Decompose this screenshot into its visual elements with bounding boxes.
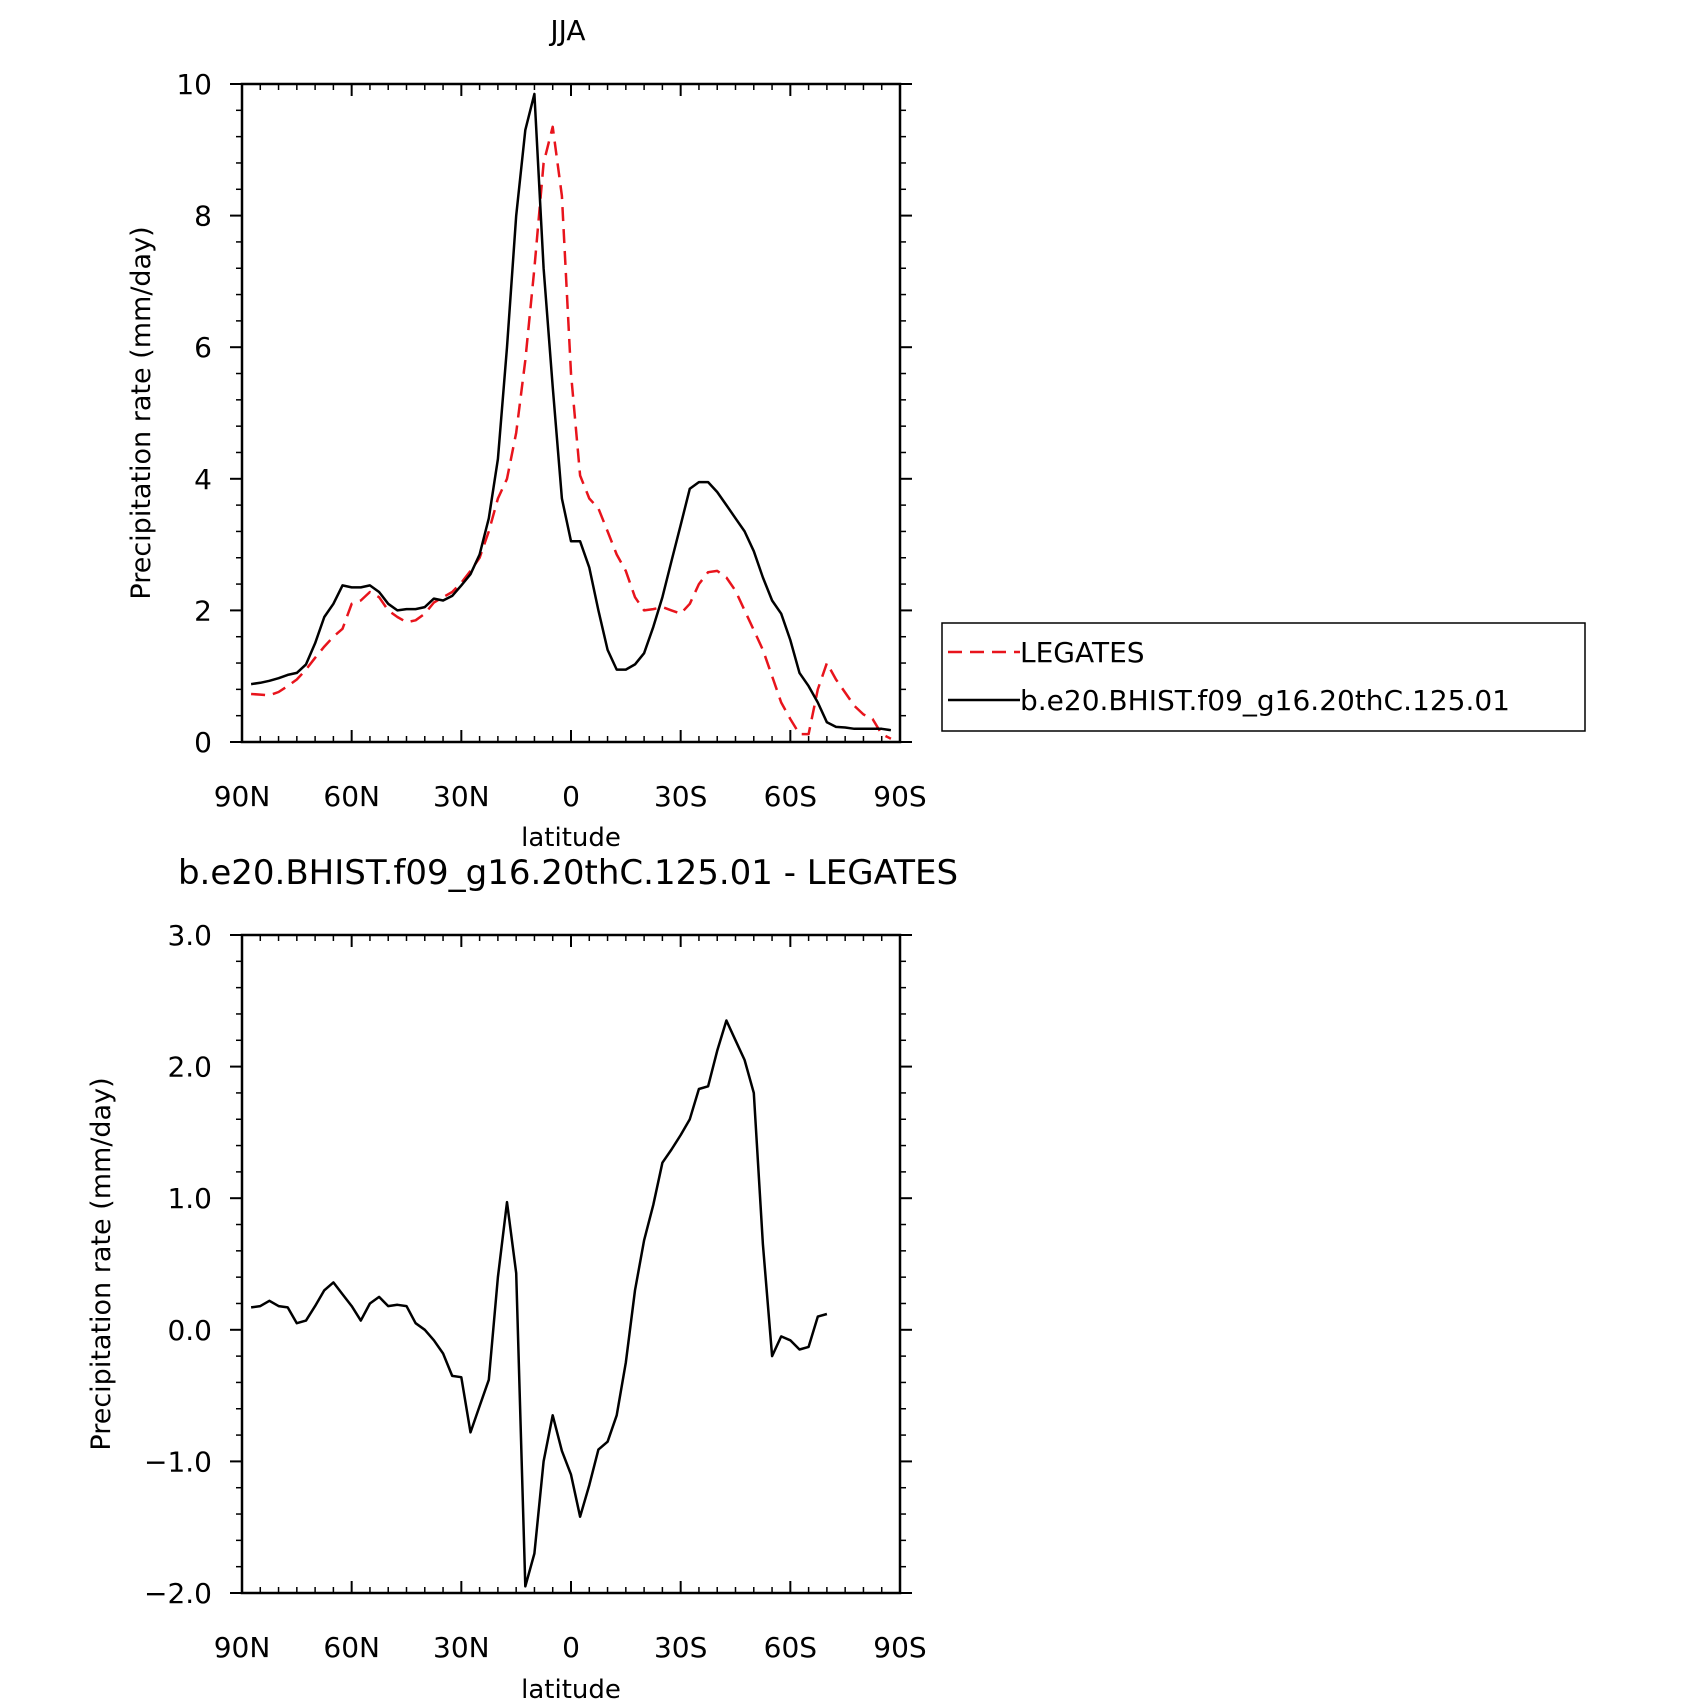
x-tick-label: 60S xyxy=(764,1631,817,1664)
legend: LEGATES b.e20.BHIST.f09_g16.20thC.125.01 xyxy=(941,622,1586,732)
x-tick-label: 30S xyxy=(654,780,707,813)
y-tick-label: 0.0 xyxy=(167,1314,212,1347)
y-tick-label: 4 xyxy=(194,463,212,496)
legend-box xyxy=(941,622,1586,732)
chart-title: JJA xyxy=(548,14,585,47)
x-tick-label: 60N xyxy=(323,780,380,813)
y-tick-label: 2.0 xyxy=(167,1051,212,1084)
x-tick-label: 90N xyxy=(214,1631,271,1664)
x-tick-label: 30N xyxy=(433,1631,490,1664)
y-tick-label: −2.0 xyxy=(144,1577,212,1610)
x-axis-label: latitude xyxy=(521,1675,621,1705)
legend-label-legates: LEGATES xyxy=(1020,636,1145,669)
y-tick-label: −1.0 xyxy=(144,1445,212,1478)
legend-label-model: b.e20.BHIST.f09_g16.20thC.125.01 xyxy=(1020,684,1510,717)
series-line-difference xyxy=(250,1019,828,1588)
y-tick-label: 2 xyxy=(194,594,212,627)
chart-title: b.e20.BHIST.f09_g16.20thC.125.01 - LEGAT… xyxy=(178,853,958,893)
y-axis-label: Precipitation rate (mm/day) xyxy=(126,226,157,599)
x-tick-label: 30S xyxy=(654,1631,707,1664)
y-tick-label: 10 xyxy=(176,68,212,101)
series-line-legates xyxy=(251,125,892,740)
x-tick-label: 0 xyxy=(562,1631,580,1664)
series-line-b-e20-bhist-f09-g16-20thc-125-01 xyxy=(250,92,892,732)
y-tick-label: 1.0 xyxy=(167,1182,212,1215)
y-tick-label: 6 xyxy=(194,331,212,364)
y-tick-label: 8 xyxy=(194,200,212,233)
x-tick-label: 60N xyxy=(323,1631,380,1664)
x-tick-label: 0 xyxy=(562,780,580,813)
x-tick-label: 90S xyxy=(873,780,926,813)
bottom-difference-chart: b.e20.BHIST.f09_g16.20thC.125.01 - LEGAT… xyxy=(86,853,958,1705)
y-axis-label: Precipitation rate (mm/day) xyxy=(86,1077,117,1450)
y-tick-label: 3.0 xyxy=(167,919,212,952)
x-tick-label: 30N xyxy=(433,780,490,813)
x-tick-label: 90S xyxy=(873,1631,926,1664)
x-tick-label: 90N xyxy=(214,780,271,813)
y-tick-label: 0 xyxy=(194,726,212,759)
x-tick-label: 60S xyxy=(764,780,817,813)
x-axis-label: latitude xyxy=(521,823,621,853)
